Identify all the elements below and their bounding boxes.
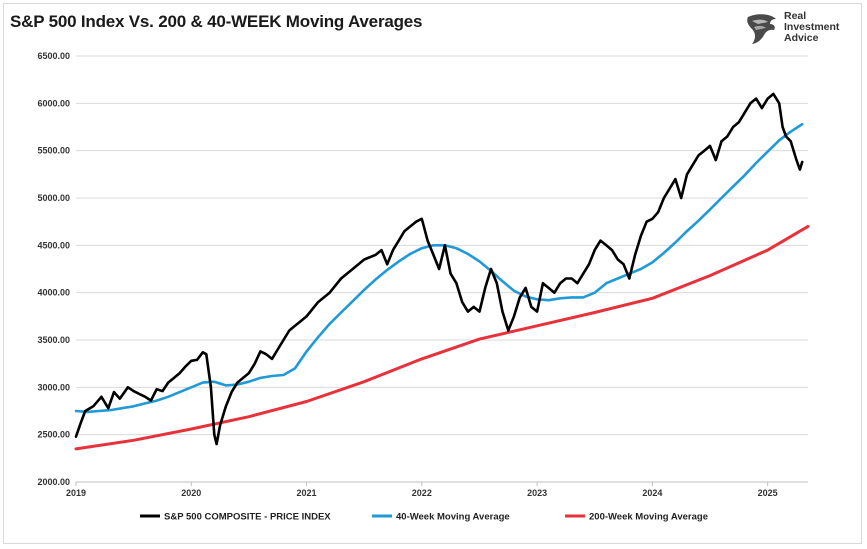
x-tick-label: 2022: [412, 488, 432, 498]
chart-title: S&P 500 Index Vs. 200 & 40-WEEK Moving A…: [10, 12, 423, 31]
x-tick-label: 2020: [181, 488, 201, 498]
chart-frame: [3, 3, 862, 544]
x-tick-label: 2025: [758, 488, 778, 498]
y-axis-ticks: 2000.00 2500.00 3000.00 3500.00 4000.00 4500.…: [37, 51, 70, 487]
y-tick-label: 6000.00: [37, 98, 70, 108]
logo: Real Investment Advice: [744, 11, 844, 47]
y-tick-label: 5000.00: [37, 193, 70, 203]
grid-lines: [76, 55, 808, 483]
legend: S&P 500 COMPOSITE - PRICE INDEX 40-Week M…: [140, 512, 708, 523]
series-line-0: [74, 92, 804, 446]
logo-line-2: Investment: [784, 21, 840, 33]
legend-label-0: S&P 500 COMPOSITE - PRICE INDEX: [164, 512, 331, 523]
x-axis: 2019 2020 2021 2022 2023 2024 2025: [66, 481, 808, 498]
y-tick-label: 2500.00: [37, 430, 70, 440]
series-lines: [74, 92, 810, 451]
y-tick-label: 4500.00: [37, 240, 70, 250]
y-tick-label: 5500.00: [37, 146, 70, 156]
x-tick-label: 2023: [527, 488, 547, 498]
x-tick-label: 2019: [66, 488, 86, 498]
y-tick-label: 4000.00: [37, 288, 70, 298]
logo-line-1: Real: [784, 10, 807, 22]
series-line-1: [74, 122, 804, 414]
x-tick-label: 2021: [297, 488, 317, 498]
y-tick-label: 3000.00: [37, 382, 70, 392]
y-tick-label: 3500.00: [37, 335, 70, 345]
legend-label-1: 40-Week Moving Average: [396, 512, 510, 523]
legend-label-2: 200-Week Moving Average: [589, 512, 708, 523]
series-line-2: [74, 224, 810, 451]
logo-line-3: Advice: [784, 32, 819, 44]
y-tick-label: 2000.00: [37, 477, 70, 487]
y-tick-label: 6500.00: [37, 51, 70, 61]
eagle-head-icon: [747, 14, 776, 44]
x-tick-label: 2024: [642, 488, 662, 498]
